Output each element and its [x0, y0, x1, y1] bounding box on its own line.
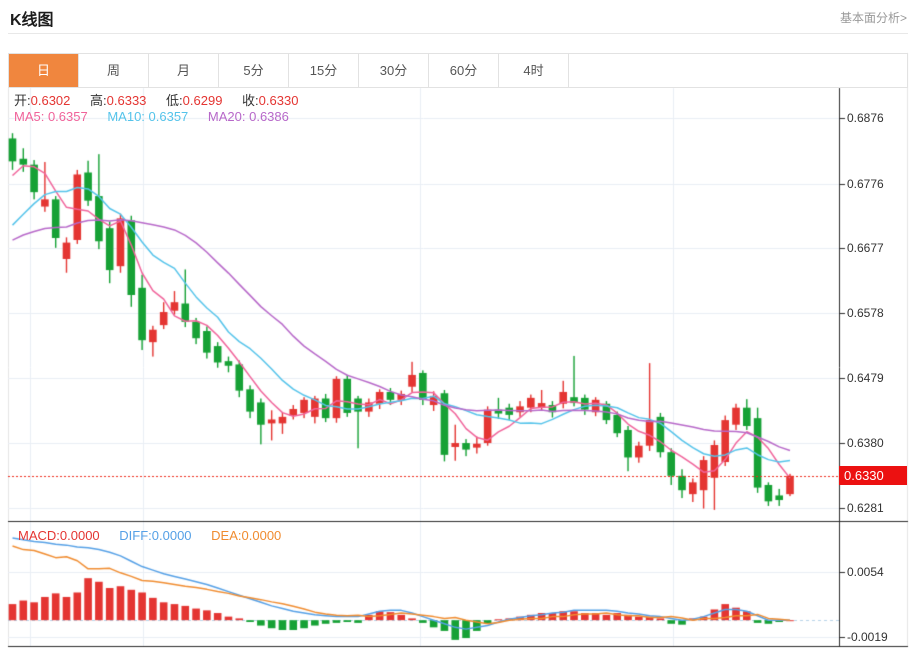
- price-axis-label: 0.6281: [847, 500, 884, 515]
- tabbar-filler: [569, 54, 907, 87]
- high-label: 高:: [90, 93, 107, 108]
- ma10-legend: MA10: 0.6357: [107, 109, 189, 124]
- diff-value-legend: DIFF:0.0000: [119, 528, 192, 543]
- tab-day[interactable]: 日: [9, 54, 79, 87]
- fundamental-analysis-link[interactable]: 基本面分析>: [839, 11, 907, 25]
- low-value: 0.6299: [182, 93, 223, 108]
- header-divider: [8, 33, 908, 34]
- macd-value-legend: MACD:0.0000: [18, 528, 100, 543]
- ma-legend: MA5: 0.6357 MA10: 0.6357 MA20: 0.6386: [14, 109, 305, 124]
- price-axis-label: 0.6479: [847, 371, 884, 386]
- ma20-legend: MA20: 0.6386: [207, 109, 289, 124]
- price-axis-label: 0.6776: [847, 176, 884, 191]
- page-title: K线图: [10, 12, 54, 29]
- tab-30min[interactable]: 30分: [359, 54, 429, 87]
- macd-axis-label: 0.0054: [847, 564, 884, 579]
- tab-60min[interactable]: 60分: [429, 54, 499, 87]
- macd-axis-label: -0.0019: [847, 630, 888, 645]
- price-axis-label: 0.6876: [847, 111, 884, 126]
- open-label: 开:: [14, 93, 31, 108]
- tab-4hour[interactable]: 4时: [499, 54, 569, 87]
- low-label: 低:: [166, 93, 183, 108]
- interval-tabbar: 日 周 月 5分 15分 30分 60分 4时: [8, 53, 908, 88]
- tab-week[interactable]: 周: [79, 54, 149, 87]
- dea-value-legend: DEA:0.0000: [211, 528, 282, 543]
- tab-5min[interactable]: 5分: [219, 54, 289, 87]
- close-value: 0.6330: [258, 93, 299, 108]
- macd-legend: MACD:0.0000 DIFF:0.0000 DEA:0.0000: [18, 528, 297, 543]
- ma5-legend: MA5: 0.6357: [14, 109, 88, 124]
- current-price-badge: 0.6330: [839, 466, 907, 486]
- tab-15min[interactable]: 15分: [289, 54, 359, 87]
- tab-month[interactable]: 月: [149, 54, 219, 87]
- price-axis-label: 0.6380: [847, 436, 884, 451]
- close-label: 收:: [242, 93, 259, 108]
- high-value: 0.6333: [106, 93, 147, 108]
- price-axis-label: 0.6677: [847, 241, 884, 256]
- price-axis-label: 0.6578: [847, 306, 884, 321]
- ohlc-legend: 开:0.6302 高:0.6333 低:0.6299 收:0.6330: [14, 90, 314, 109]
- open-value: 0.6302: [30, 93, 71, 108]
